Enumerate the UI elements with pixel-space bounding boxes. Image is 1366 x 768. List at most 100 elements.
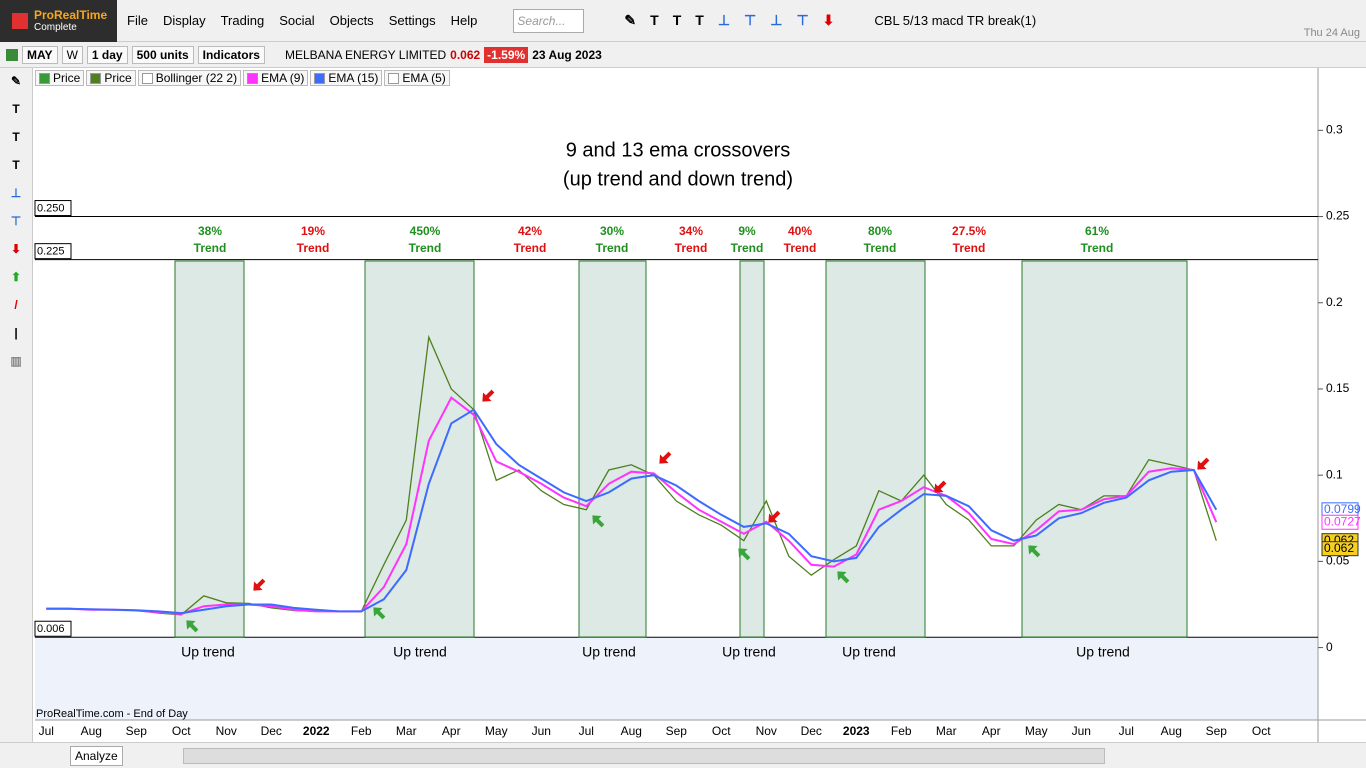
arrow <box>1028 545 1041 558</box>
x-tick-label: Jul <box>39 724 54 738</box>
menu-item[interactable]: Social <box>279 13 315 28</box>
date: Thu 24 Aug <box>1303 27 1360 39</box>
arrow <box>934 480 947 493</box>
drawing-tools: ✎ T T T ⊥ ⊤ ⊥ ⊤ ⬇ <box>624 12 835 28</box>
level-label-bg <box>34 620 72 637</box>
menu-bar: ProRealTime Complete File Display Trading So… <box>0 0 1366 42</box>
x-tick-label: Sep <box>666 724 688 738</box>
trend-label: Trend <box>864 241 897 255</box>
x-tick-label: Dec <box>801 724 822 738</box>
x-tick-label: Oct <box>712 724 731 738</box>
trend-direction: Up trend <box>722 644 776 660</box>
menu-item[interactable]: Objects <box>329 13 374 28</box>
arrow <box>659 451 672 464</box>
trend-direction: Up trend <box>582 644 636 660</box>
legend: Price Price Bollinger (22 2) EMA (9) EMA (15… <box>35 70 452 86</box>
trend-change: 61% <box>1085 224 1109 238</box>
system-name[interactable]: CBL 5/13 macd TR break(1) <box>874 13 1037 28</box>
lower-area <box>35 638 1318 720</box>
menu: File Display Trading Social Objects Settings H… <box>127 13 477 28</box>
trend-label: Trend <box>1081 241 1114 255</box>
units[interactable]: 500 units <box>131 45 194 64</box>
level-label-bg <box>34 243 72 260</box>
scrollbar[interactable] <box>182 747 1105 764</box>
template[interactable]: MAY <box>22 45 58 64</box>
menu-item[interactable]: Display <box>162 13 206 28</box>
left-toolbar: ✎ T T T ⊥ ⊤ ⬇ ⬆ / | ▥ <box>0 68 33 742</box>
trend-box <box>578 260 647 638</box>
trend-direction: Up trend <box>1076 644 1130 660</box>
x-tick-label: May <box>1025 724 1048 738</box>
period-button[interactable]: W <box>61 45 83 64</box>
trend-direction: Up trend <box>181 644 235 660</box>
legend-label: EMA (9) <box>261 71 305 85</box>
legend-item[interactable]: Price <box>86 70 136 86</box>
trend-direction: Up trend <box>842 644 896 660</box>
timeframe[interactable]: 1 day <box>86 45 128 64</box>
y-tick-label: 0.05 <box>1326 554 1350 568</box>
logo[interactable]: ProRealTime Complete <box>0 0 117 42</box>
trend-label: Trend <box>409 241 442 255</box>
trend-box <box>174 260 245 638</box>
legend-item[interactable]: Price <box>35 70 85 86</box>
analyze[interactable]: Analyze <box>70 745 123 766</box>
trend-change: 38% <box>198 224 222 238</box>
menu-item[interactable]: Trading <box>220 13 265 28</box>
x-tick-label: Jul <box>579 724 594 738</box>
arrow <box>738 548 751 561</box>
trend-label: Trend <box>297 241 330 255</box>
legend-swatch <box>39 72 50 84</box>
menu-item[interactable]: File <box>127 13 148 28</box>
indicators[interactable]: Indicators <box>197 45 265 64</box>
x-tick-label: Aug <box>621 724 642 738</box>
trend-label: Trend <box>675 241 708 255</box>
chart-title: 9 and 13 ema crossovers <box>566 139 791 161</box>
x-tick-label: Jul <box>1119 724 1134 738</box>
level-label: 0.225 <box>37 246 65 258</box>
logo-text: ProRealTime <box>34 8 108 22</box>
legend-label: Bollinger (22 2) <box>155 71 238 85</box>
trend-change: 40% <box>788 224 812 238</box>
trend-box <box>825 260 926 638</box>
trend-label: Trend <box>194 241 227 255</box>
legend-item[interactable]: EMA (15) <box>310 70 383 86</box>
legend-label: Price <box>104 71 132 85</box>
arrow <box>837 571 850 584</box>
x-tick-label: Feb <box>891 724 912 738</box>
quote-date: 23 Aug 2023 <box>532 47 602 62</box>
y-tick-label: 0.3 <box>1326 123 1343 137</box>
menu-item[interactable]: Settings <box>388 13 436 28</box>
arrow <box>373 607 386 620</box>
trend-box <box>364 260 475 638</box>
legend-swatch <box>247 72 259 84</box>
instrument: MELBANA ENERGY LIMITED <box>284 47 447 62</box>
x-tick-label: Oct <box>172 724 191 738</box>
trend-change: 450% <box>410 224 441 238</box>
legend-item[interactable]: Bollinger (22 2) <box>137 70 242 86</box>
x-tick-label: 2022 <box>303 724 330 738</box>
arrow <box>768 510 781 523</box>
arrow <box>253 578 266 591</box>
trend-direction: Up trend <box>393 644 447 660</box>
legend-item[interactable]: EMA (5) <box>384 70 450 86</box>
chart-subtitle: (up trend and down trend) <box>563 168 793 190</box>
level-label: 0.250 <box>37 202 65 214</box>
last-value: 0.062 <box>1324 541 1354 555</box>
edition: Complete <box>34 22 77 33</box>
price: 0.062 <box>450 47 481 62</box>
x-tick-label: Sep <box>1206 724 1228 738</box>
y-tick-label: 0 <box>1326 640 1333 654</box>
x-tick-label: Mar <box>936 724 957 738</box>
legend-item[interactable]: EMA (9) <box>243 70 309 86</box>
x-tick-label: Nov <box>756 724 777 738</box>
search[interactable]: Search... <box>513 8 585 33</box>
x-tick-label: Aug <box>1161 724 1182 738</box>
menu-item[interactable]: Help <box>450 13 478 28</box>
legend-swatch <box>314 72 326 84</box>
series-line <box>46 334 1217 616</box>
last-value: 0.0799 <box>1324 502 1361 516</box>
last-value-box <box>1321 541 1359 557</box>
legend-label: EMA (5) <box>402 71 446 85</box>
x-tick-label: Apr <box>982 724 1001 738</box>
legend-swatch <box>141 72 153 84</box>
